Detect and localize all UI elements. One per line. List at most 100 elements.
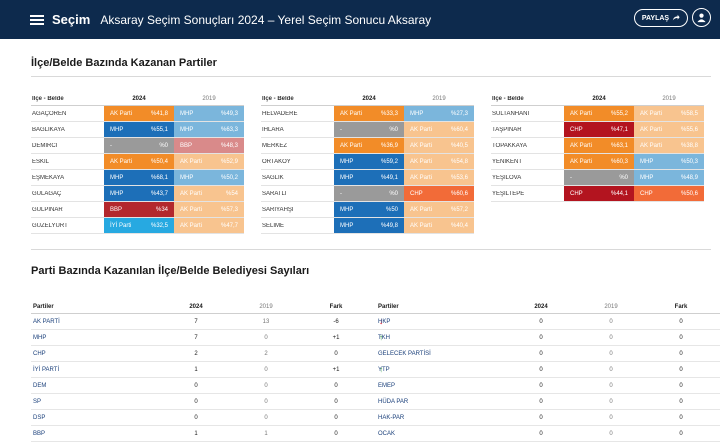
menu-icon[interactable] [30, 14, 44, 25]
place-name[interactable]: YEŞİLOVA [492, 174, 522, 181]
table-row[interactable]: GÜZELYURT İYİ Parti %32,5 AK Parti %47,7 [31, 218, 244, 234]
col-2024: 2024 [132, 95, 146, 102]
place-name[interactable]: SULTANHANI [492, 110, 530, 117]
pct-2019: %50,2 [220, 174, 238, 181]
party-2019: AK Parti [180, 222, 203, 229]
party-link[interactable]: DEM [33, 382, 47, 389]
place-name[interactable]: GÜLPINAR [32, 206, 63, 213]
table-row[interactable]: SULTANHANI AK Parti %55,2 AK Parti %58,5 [491, 106, 704, 122]
party-link[interactable]: EMEP [378, 382, 396, 389]
table-row[interactable]: ESKİL AK Parti %50,4 AK Parti %52,9 [31, 154, 244, 170]
party-link[interactable]: HAK-PAR [378, 414, 405, 421]
result-2024: MHP %55,1 [104, 122, 174, 137]
trend-icon: ... [716, 429, 720, 438]
place-name[interactable]: SELİME [262, 222, 285, 229]
table-row[interactable]: GÜLPINAR BBP %34 AK Parti %57,3 [31, 202, 244, 218]
party-link[interactable]: CHP [33, 350, 46, 357]
place-name[interactable]: SARIYAHŞİ [262, 206, 294, 213]
table-row[interactable]: SELİME MHP %49,8 AK Parti %40,4 [261, 218, 474, 234]
brand-logo[interactable]: Seçim [52, 12, 91, 27]
party-link[interactable]: TKH [378, 334, 390, 341]
party-link[interactable]: DSP [33, 414, 46, 421]
place-name[interactable]: YEŞİLTEPE [492, 190, 525, 197]
table-row[interactable]: HELVADERE AK Parti %33,3 MHP %27,3 [261, 106, 474, 122]
place-name[interactable]: SARATLI [262, 190, 287, 197]
diff-value: 0 [679, 430, 683, 437]
result-2019: CHP %50,6 [634, 186, 704, 201]
result-2019: AK Parti %38,8 [634, 138, 704, 153]
result-2024: - %0 [334, 122, 404, 137]
party-link[interactable]: MHP [33, 334, 47, 341]
party-link[interactable]: SP [33, 398, 42, 405]
col-2024: 2024 [534, 303, 548, 310]
table-row[interactable]: DEMİRCİ - %0 BBP %48,3 [31, 138, 244, 154]
count-2024: 0 [194, 414, 198, 421]
result-2019: AK Parti %60,4 [404, 122, 474, 137]
table-row: MHP 7 0 +1 ↑ [31, 330, 391, 346]
place-name[interactable]: GÜLAĞAÇ [32, 190, 62, 197]
count-2024: 0 [539, 334, 543, 341]
place-name[interactable]: TAŞPINAR [492, 126, 522, 133]
place-name[interactable]: DEMİRCİ [32, 142, 58, 149]
result-2024: AK Parti %63,1 [564, 138, 634, 153]
table-row[interactable]: MERKEZ AK Parti %36,9 AK Parti %40,5 [261, 138, 474, 154]
place-name[interactable]: HELVADERE [262, 110, 298, 117]
col-2024: 2024 [362, 95, 376, 102]
party-count-table: Partiler 2024 2019 Fark AK PARTİ 7 13 -6 ↓ MHP 7 0 +… [31, 300, 391, 442]
party-link[interactable]: YTP [378, 366, 390, 373]
party-2024: AK Parti [570, 158, 593, 165]
user-button[interactable] [692, 8, 711, 27]
table-row: HAK-PAR 0 0 0... [376, 410, 720, 426]
table-row[interactable]: EŞMEKAYA MHP %68,1 MHP %50,2 [31, 170, 244, 186]
table-row[interactable]: SAĞLIK MHP %49,1 AK Parti %53,6 [261, 170, 474, 186]
col-diff: Fark [674, 303, 688, 310]
party-link[interactable]: GELECEK PARTİSİ [378, 350, 431, 357]
divider [31, 249, 711, 250]
party-2024: AK Parti [110, 158, 133, 165]
count-2019: 0 [264, 414, 268, 421]
table-row[interactable]: TOPAKKAYA AK Parti %63,1 AK Parti %38,8 [491, 138, 704, 154]
table-row[interactable]: SARIYAHŞİ MHP %50 AK Parti %57,2 [261, 202, 474, 218]
pct-2024: %0 [619, 174, 628, 181]
result-2019: AK Parti %54 [174, 186, 244, 201]
table-row[interactable]: YENİKENT AK Parti %60,3 MHP %50,3 [491, 154, 704, 170]
count-2024: 1 [194, 366, 198, 373]
table-row[interactable]: ORTAKÖY MHP %59,2 AK Parti %54,8 [261, 154, 474, 170]
place-name[interactable]: YENİKENT [492, 158, 523, 165]
party-2019: MHP [180, 174, 194, 181]
party-link[interactable]: OCAK [378, 430, 396, 437]
party-link[interactable]: İYİ PARTİ [33, 366, 60, 373]
table-row[interactable]: BAĞLIKAYA MHP %55,1 MHP %63,3 [31, 122, 244, 138]
party-link[interactable]: HÜDA PAR [378, 398, 409, 405]
place-name[interactable]: AĞAÇÖREN [32, 110, 67, 117]
diff-value: 0 [679, 350, 683, 357]
trend-icon: ... [716, 413, 720, 422]
place-name[interactable]: GÜZELYURT [32, 222, 68, 229]
diff-value: 0 [679, 382, 683, 389]
table-row[interactable]: YEŞİLOVA - %0 MHP %48,9 [491, 170, 704, 186]
party-link[interactable]: HKP [378, 318, 391, 325]
place-name[interactable]: IHLARA [262, 126, 284, 133]
place-name[interactable]: SAĞLIK [262, 174, 284, 181]
place-name[interactable]: MERKEZ [262, 142, 288, 149]
trend-icon: ↓ [379, 317, 383, 326]
share-button[interactable]: PAYLAŞ [634, 9, 688, 27]
count-2019: 13 [262, 318, 270, 325]
table-row[interactable]: YEŞİLTEPE CHP %44,1 CHP %50,6 [491, 186, 704, 202]
place-name[interactable]: TOPAKKAYA [492, 142, 527, 149]
table-row[interactable]: AĞAÇÖREN AK Parti %41,8 MHP %49,3 [31, 106, 244, 122]
party-2024: BBP [110, 206, 123, 213]
place-name[interactable]: ESKİL [32, 158, 50, 165]
party-link[interactable]: BBP [33, 430, 46, 437]
pct-2024: %43,7 [150, 190, 168, 197]
table-row[interactable]: SARATLI - %0 CHP %60,6 [261, 186, 474, 202]
table-row[interactable]: GÜLAĞAÇ MHP %43,7 AK Parti %54 [31, 186, 244, 202]
place-name[interactable]: ORTAKÖY [262, 158, 291, 165]
party-link[interactable]: AK PARTİ [33, 318, 60, 325]
result-2024: AK Parti %55,2 [564, 106, 634, 121]
party-2019: AK Parti [410, 222, 433, 229]
table-row[interactable]: TAŞPINAR CHP %47,1 AK Parti %55,6 [491, 122, 704, 138]
table-row[interactable]: IHLARA - %0 AK Parti %60,4 [261, 122, 474, 138]
place-name[interactable]: EŞMEKAYA [32, 174, 65, 181]
place-name[interactable]: BAĞLIKAYA [32, 126, 65, 133]
